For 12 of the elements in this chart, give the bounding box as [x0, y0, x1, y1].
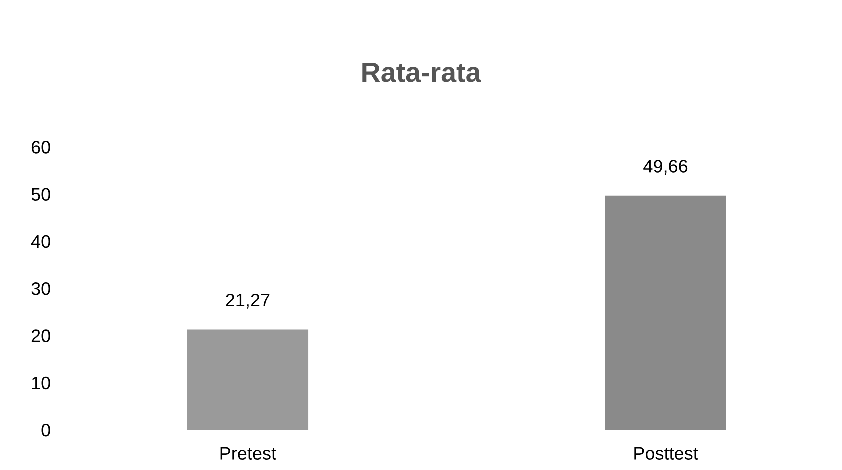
- y-tick-label: 40: [31, 235, 50, 248]
- y-tick-label: 50: [32, 188, 50, 201]
- y-tick-label: 20: [32, 330, 50, 342]
- y-tick-label: 0: [42, 424, 50, 437]
- y-tick-label: 10: [32, 376, 50, 390]
- x-tick-label: Posttest: [634, 447, 698, 460]
- chart-title: Rata-rata: [362, 63, 482, 82]
- y-tick-label: 30: [32, 282, 50, 296]
- data-label: 21,27: [226, 294, 270, 309]
- x-tick-label: Pretest: [220, 447, 276, 460]
- data-label: 49,66: [644, 160, 688, 175]
- y-tick-label: 60: [32, 141, 50, 154]
